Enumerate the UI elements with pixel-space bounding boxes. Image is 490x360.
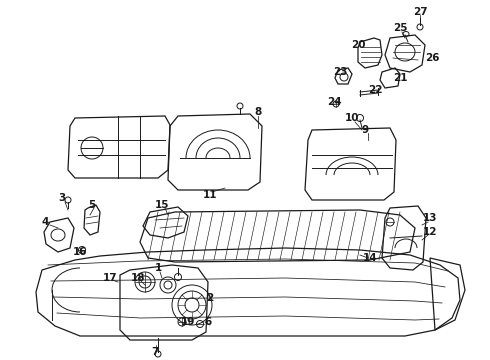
Text: 14: 14 <box>363 253 377 263</box>
Text: 20: 20 <box>351 40 365 50</box>
Text: 19: 19 <box>181 317 195 327</box>
Text: 15: 15 <box>155 200 169 210</box>
Text: 4: 4 <box>41 217 49 227</box>
Text: 6: 6 <box>204 317 212 327</box>
Text: 13: 13 <box>423 213 437 223</box>
Text: 23: 23 <box>333 67 347 77</box>
Text: 16: 16 <box>73 247 87 257</box>
Text: 21: 21 <box>393 73 407 83</box>
Text: 7: 7 <box>151 347 159 357</box>
Text: 22: 22 <box>368 85 382 95</box>
Text: 11: 11 <box>203 190 217 200</box>
Text: 2: 2 <box>206 293 214 303</box>
Text: 12: 12 <box>423 227 437 237</box>
Text: 24: 24 <box>327 97 342 107</box>
Text: 18: 18 <box>131 273 145 283</box>
Text: 1: 1 <box>154 263 162 273</box>
Text: 3: 3 <box>58 193 66 203</box>
Text: 26: 26 <box>425 53 439 63</box>
Text: 10: 10 <box>345 113 359 123</box>
Text: 25: 25 <box>393 23 407 33</box>
Text: 9: 9 <box>362 125 368 135</box>
Text: 8: 8 <box>254 107 262 117</box>
Text: 5: 5 <box>88 200 96 210</box>
Text: 17: 17 <box>103 273 117 283</box>
Text: 27: 27 <box>413 7 427 17</box>
